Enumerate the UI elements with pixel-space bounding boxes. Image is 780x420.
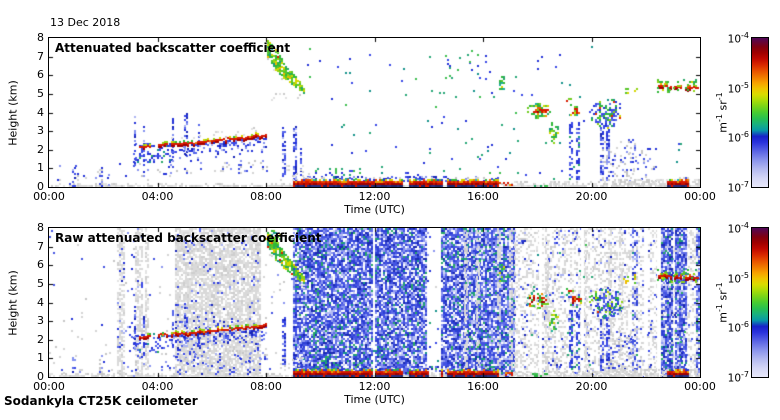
colorbar-tick-label: 10-6 — [727, 130, 749, 145]
x-tick-label: 08:00 — [250, 190, 282, 203]
colorbar-top — [751, 37, 769, 188]
colorbar-tick-label: 10-4 — [727, 221, 749, 236]
y-tick-label: 3 — [37, 124, 44, 138]
colorbar-tick-label: 10-5 — [727, 80, 749, 96]
y-axis-label-top: Height (km) — [6, 80, 20, 146]
colorbar-gradient — [752, 228, 768, 377]
y-tick-label: 5 — [37, 86, 44, 100]
y-tick-label: 8 — [37, 221, 44, 234]
colorbar-tick-label: 10-5 — [727, 270, 749, 286]
y-tick-label: 4 — [37, 295, 44, 309]
x-tick-label: 00:00 — [684, 190, 716, 203]
top-panel-title: Attenuated backscatter coefficient — [55, 41, 291, 55]
y-tick-label: 1 — [37, 351, 44, 365]
date-label: 13 Dec 2018 — [50, 16, 121, 29]
y-tick-label: 0 — [37, 370, 44, 383]
y-tick-label: 3 — [37, 314, 44, 328]
y-tick-label: 6 — [37, 68, 44, 82]
colorbar-bottom — [751, 227, 769, 378]
y-tick-label: 8 — [37, 31, 44, 44]
y-tick-label: 6 — [37, 258, 44, 272]
bottom-panel-title: Raw attenuated backscatter coefficient — [55, 231, 322, 245]
colorbar-tick-label: 10-4 — [727, 31, 749, 46]
x-tick-label: 00:00 — [33, 380, 65, 393]
x-tick-label: 20:00 — [575, 380, 608, 393]
x-tick-label: 04:00 — [141, 190, 174, 203]
x-tick-label: 20:00 — [575, 190, 608, 203]
x-tick-label: 08:00 — [250, 380, 282, 393]
colorbar-tick-label: 10-7 — [727, 370, 749, 385]
x-tick-label: 12:00 — [358, 190, 391, 203]
x-tick-label: 00:00 — [33, 190, 65, 203]
y-tick-label: 5 — [37, 276, 44, 290]
y-tick-label: 4 — [37, 105, 44, 119]
x-axis-label-top: Time (UTC) — [344, 203, 405, 216]
raw-backscatter-heatmap — [48, 227, 701, 378]
attenuated-backscatter-heatmap — [48, 37, 701, 188]
colorbar-unit-label-bottom: m-1 sr-1 — [715, 282, 730, 323]
x-tick-label: 04:00 — [141, 380, 174, 393]
station-footer-label: Sodankyla CT25K ceilometer — [4, 394, 198, 408]
y-tick-label: 2 — [37, 332, 44, 346]
y-tick-label: 1 — [37, 161, 44, 175]
x-tick-label: 00:00 — [684, 380, 716, 393]
x-tick-label: 12:00 — [358, 380, 391, 393]
y-tick-label: 0 — [37, 180, 44, 193]
y-tick-label: 7 — [37, 49, 44, 63]
colorbar-tick-label: 10-7 — [727, 180, 749, 195]
colorbar-gradient — [752, 38, 768, 187]
x-tick-label: 16:00 — [467, 380, 499, 393]
y-tick-label: 2 — [37, 142, 44, 156]
y-tick-label: 7 — [37, 239, 44, 253]
colorbar-tick-label: 10-6 — [727, 320, 749, 335]
y-axis-label-bottom: Height (km) — [6, 270, 20, 336]
x-tick-label: 16:00 — [467, 190, 499, 203]
x-axis-label-bottom: Time (UTC) — [344, 393, 405, 406]
colorbar-unit-label-top: m-1 sr-1 — [715, 92, 730, 133]
